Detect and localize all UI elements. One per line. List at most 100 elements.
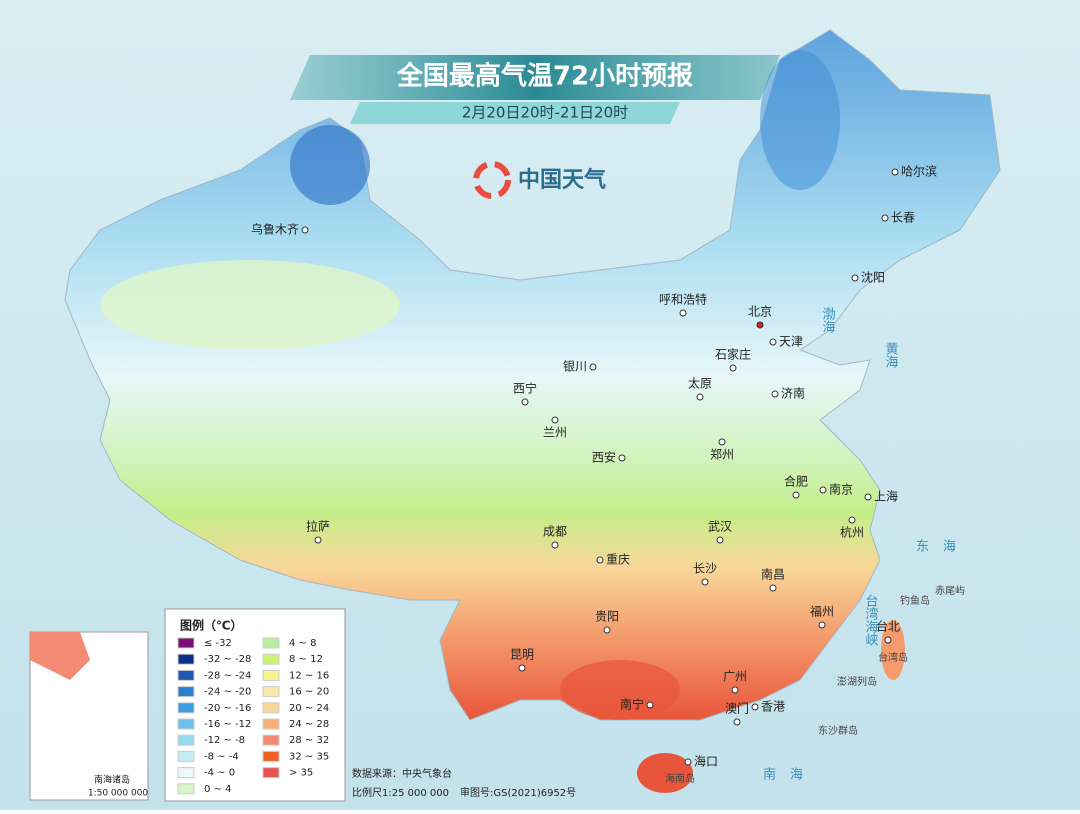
city-label: 南京 xyxy=(829,482,853,497)
city-marker xyxy=(596,556,604,564)
legend-swatch xyxy=(262,686,280,698)
legend-swatch xyxy=(177,702,195,714)
city-label: 台北 xyxy=(876,619,900,634)
china-land xyxy=(64,29,1001,721)
logo-icon xyxy=(473,161,511,199)
source: 数据来源：中央气象台 xyxy=(352,767,452,780)
legend-label: -20 ~ -16 xyxy=(204,703,251,714)
city-label: 西宁 xyxy=(513,381,537,396)
legend-label: -4 ~ 0 xyxy=(204,768,235,779)
city-label: 香港 xyxy=(761,700,785,714)
city-marker xyxy=(618,454,626,462)
city-label: 哈尔滨 xyxy=(901,164,937,179)
city-label: 海口 xyxy=(694,754,718,769)
city-marker xyxy=(729,364,737,372)
city-label: 银川 xyxy=(563,360,587,374)
city-marker xyxy=(716,536,724,544)
legend-swatch xyxy=(177,669,195,681)
city-marker xyxy=(731,686,739,694)
subtitle-banner xyxy=(350,102,680,124)
place-label: 赤尾屿 xyxy=(935,585,965,597)
title: 全国最高气温72小时预报 xyxy=(396,61,693,92)
legend-swatch xyxy=(177,734,195,746)
legend-swatch xyxy=(177,767,195,779)
city-label: 乌鲁木齐 xyxy=(251,222,299,237)
city-marker xyxy=(301,226,309,234)
city-label: 重庆 xyxy=(606,553,630,567)
city-label: 广州 xyxy=(723,670,747,684)
inset-scale: 1:50 000 000 xyxy=(88,789,149,799)
legend-swatch xyxy=(262,637,280,649)
legend-swatch xyxy=(262,767,280,779)
city-label: 南昌 xyxy=(761,567,785,582)
legend-swatch xyxy=(177,783,195,795)
sea-label: 东海 xyxy=(916,540,970,555)
legend-label: 24 ~ 28 xyxy=(289,719,329,730)
place-label: 钓鱼岛 xyxy=(900,594,930,607)
legend-label: -8 ~ -4 xyxy=(204,751,239,762)
legend-title: 图例（℃） xyxy=(180,618,243,633)
city-label: 天津 xyxy=(779,335,803,349)
city-marker xyxy=(751,703,759,711)
legend-swatch xyxy=(262,669,280,681)
city-label: 石家庄 xyxy=(715,347,751,362)
city-label: 武汉 xyxy=(708,520,732,534)
legend-label: 32 ~ 35 xyxy=(289,751,329,762)
cold-zone xyxy=(290,125,370,205)
city-marker xyxy=(551,416,559,424)
place-label: 东沙群岛 xyxy=(818,724,858,737)
legend-label: > 35 xyxy=(289,768,313,779)
legend-label: 8 ~ 12 xyxy=(289,654,323,665)
city-marker xyxy=(551,541,559,549)
title-banner xyxy=(290,55,780,100)
city-marker xyxy=(851,274,859,282)
sea-label: 黄海 xyxy=(883,342,899,368)
legend-swatch xyxy=(262,653,280,665)
cold-zone xyxy=(760,50,840,190)
hainan xyxy=(637,753,693,793)
legend-swatch xyxy=(262,750,280,762)
city-label: 兰州 xyxy=(543,426,567,440)
legend-label: -24 ~ -20 xyxy=(204,687,251,698)
sea-label: 台湾海峡 xyxy=(863,594,879,646)
city-label: 长春 xyxy=(891,211,915,225)
inset-label: 南海诸岛 xyxy=(94,774,130,786)
city-marker xyxy=(848,516,856,524)
city-marker xyxy=(521,398,529,406)
legend-swatch xyxy=(177,718,195,730)
taiwan xyxy=(881,620,905,680)
city-marker xyxy=(756,321,764,329)
city-label: 长沙 xyxy=(693,562,717,576)
legend-box xyxy=(164,608,346,802)
city-label: 南宁 xyxy=(620,697,644,712)
city-marker xyxy=(884,636,892,644)
place-label: 澎湖列岛 xyxy=(837,675,877,688)
subtitle: 2月20日20时-21日20时 xyxy=(462,104,628,122)
inset-land xyxy=(30,632,90,680)
city-label: 郑州 xyxy=(710,447,734,462)
city-label: 呼和浩特 xyxy=(659,292,707,307)
city-label: 济南 xyxy=(781,386,805,401)
city-marker xyxy=(589,363,597,371)
legend-label: -16 ~ -12 xyxy=(204,719,251,730)
legend-label: 0 ~ 4 xyxy=(204,784,231,795)
city-marker xyxy=(881,214,889,222)
scale: 比例尺1:25 000 000 xyxy=(352,786,449,799)
city-label: 拉萨 xyxy=(306,519,330,534)
legend-swatch xyxy=(262,734,280,746)
place-label: 海南岛 xyxy=(665,772,695,785)
city-label: 贵阳 xyxy=(595,610,619,624)
city-marker xyxy=(819,486,827,494)
legend-label: -12 ~ -8 xyxy=(204,735,245,746)
city-label: 杭州 xyxy=(840,525,864,540)
legend-label: 12 ~ 16 xyxy=(289,670,329,681)
legend-label: -32 ~ -28 xyxy=(204,654,251,665)
approval: 审图号:GS(2021)6952号 xyxy=(460,786,576,799)
city-label: 昆明 xyxy=(510,648,534,662)
legend-label: ≤ -32 xyxy=(204,638,232,649)
city-marker xyxy=(518,664,526,672)
city-label: 太原 xyxy=(688,376,712,391)
city-marker xyxy=(679,309,687,317)
city-label: 沈阳 xyxy=(861,270,885,285)
city-marker xyxy=(818,621,826,629)
